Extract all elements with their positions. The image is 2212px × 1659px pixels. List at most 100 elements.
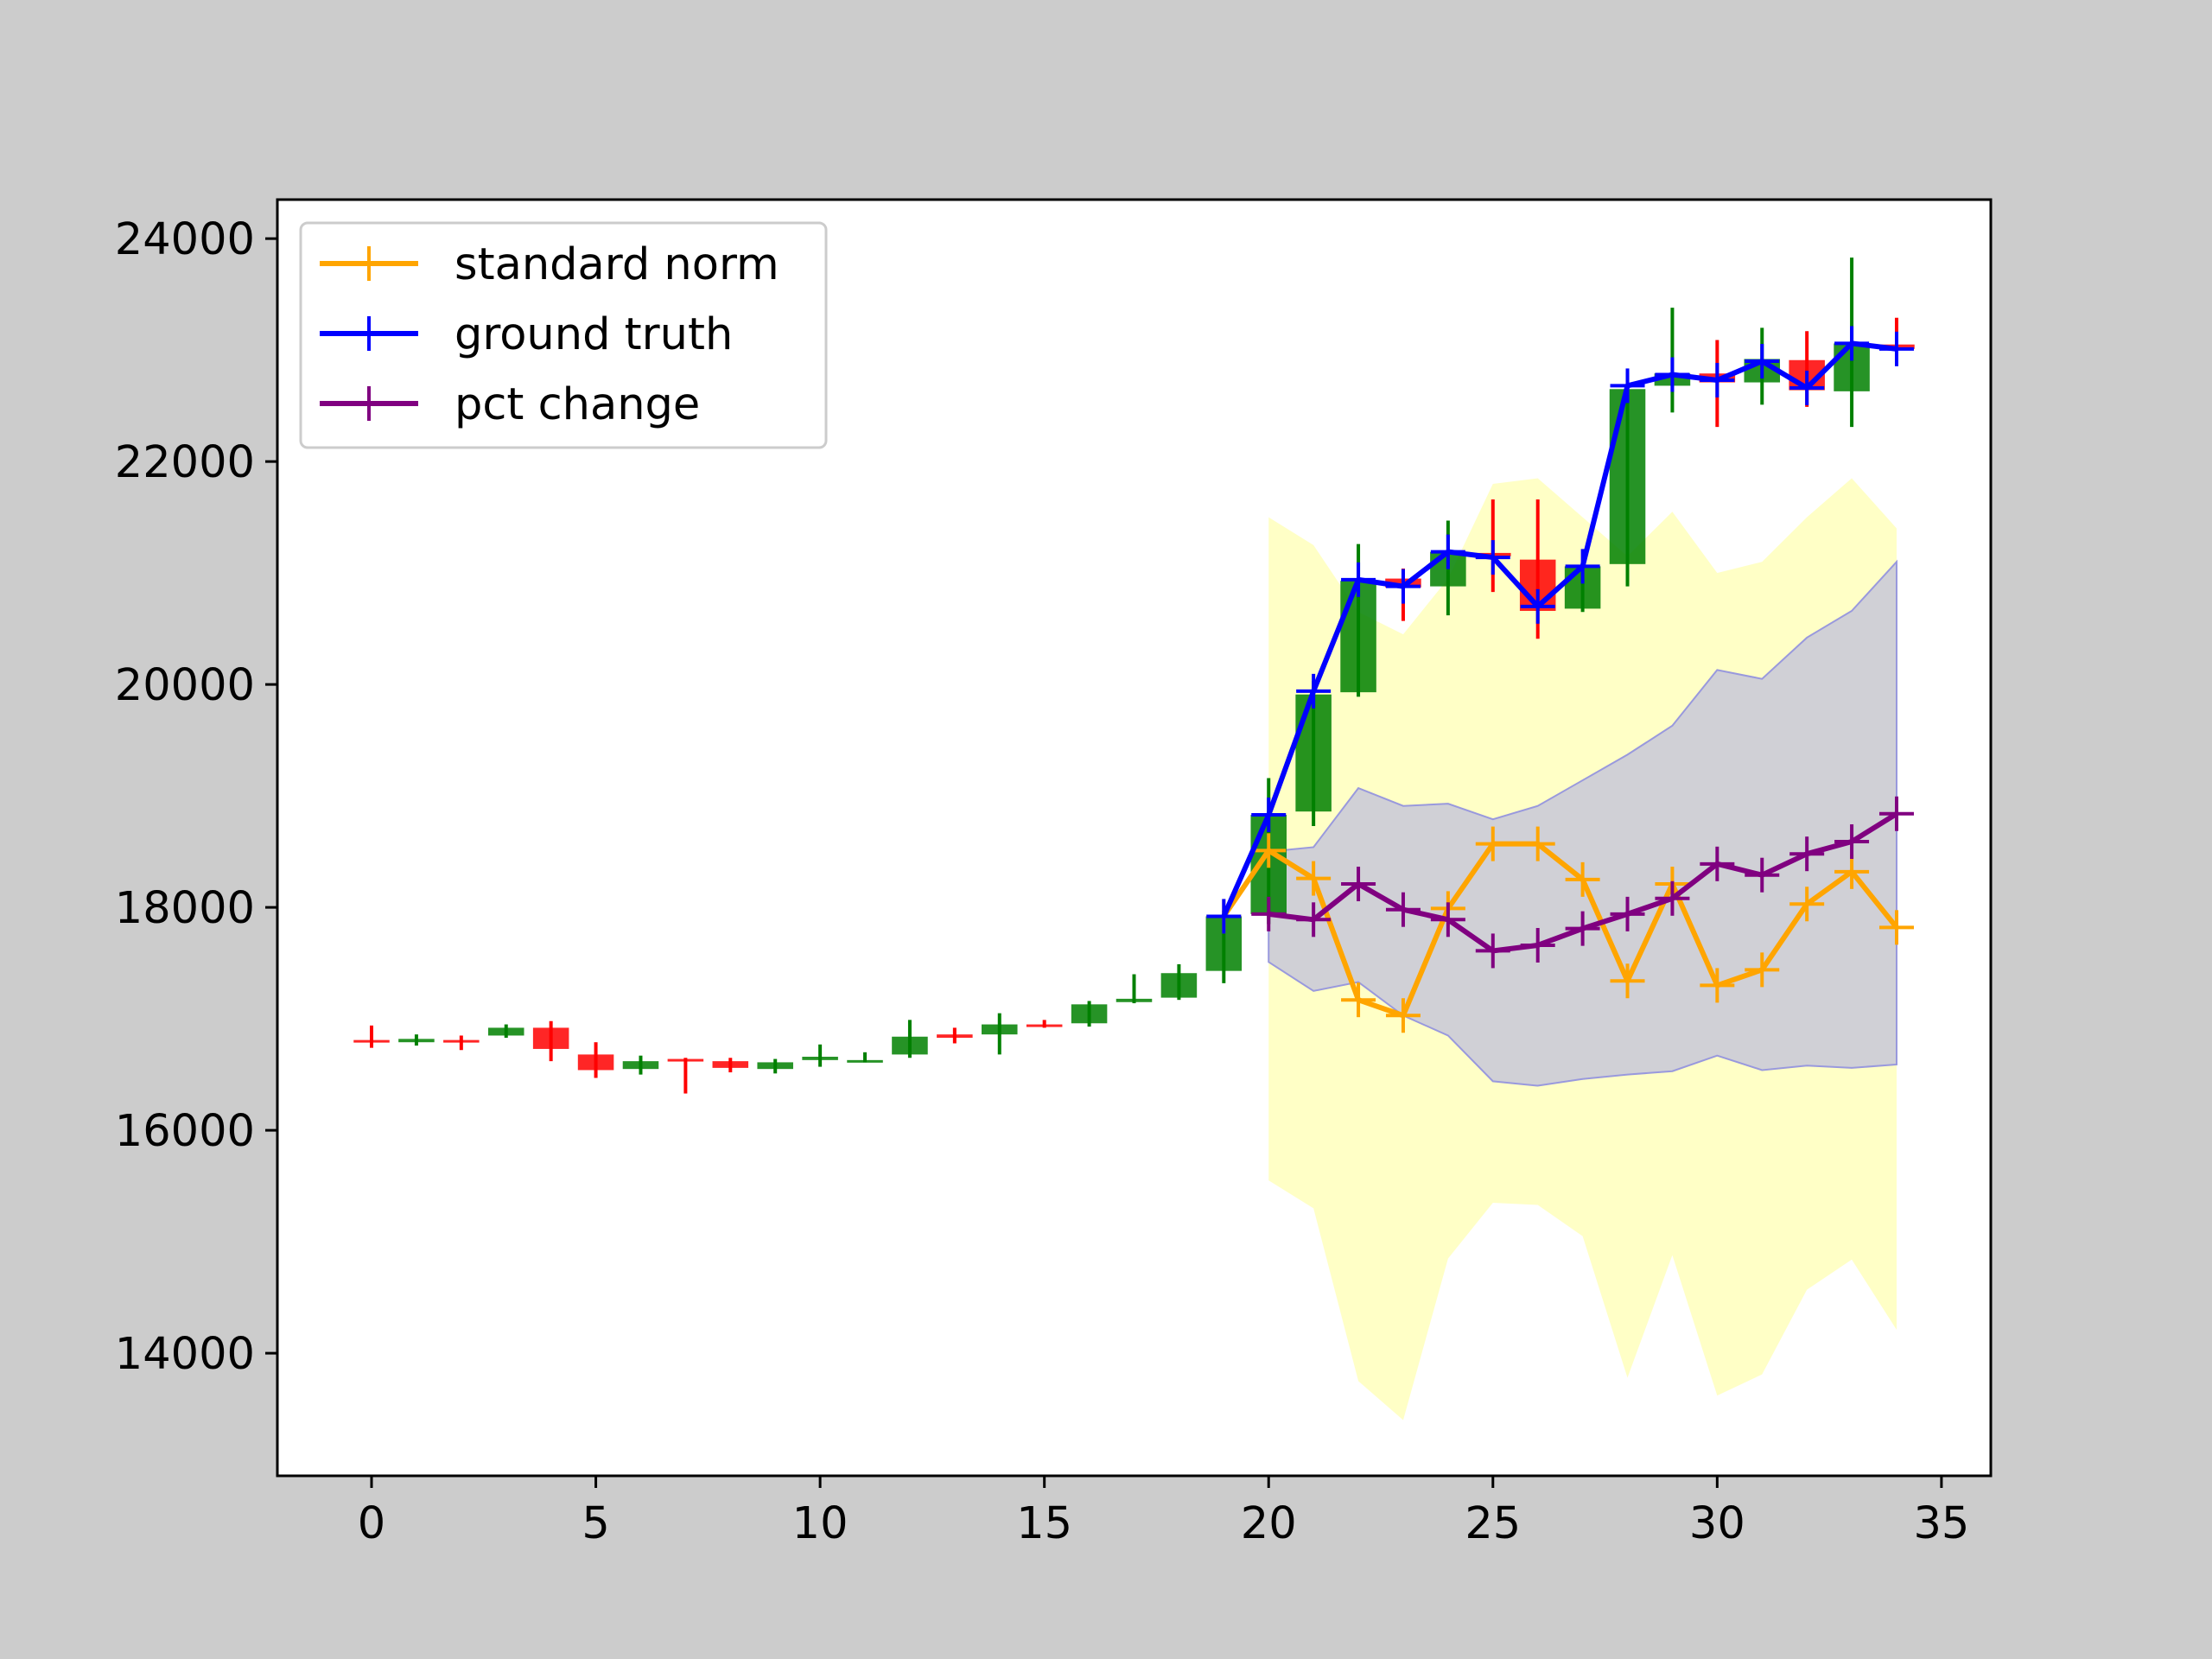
series-point [1296,861,1332,896]
candle-12 [892,1020,928,1058]
candle-body [1160,973,1198,998]
confidence-bands [1268,478,1897,1421]
candle-body [847,1059,883,1063]
series-point [1655,357,1690,392]
candle-28 [1609,372,1646,587]
series-point [1430,902,1465,938]
legend-entry-pct-change: pct change [320,379,700,430]
series-lines [1206,326,1914,1033]
legend-label: pct change [454,379,700,430]
series-point [1565,549,1600,584]
candle-13 [937,1027,973,1044]
candle-11 [847,1052,883,1063]
candle-body [532,1027,569,1049]
x-tick-label: 5 [582,1498,609,1549]
series-point [1296,902,1332,938]
candle-10 [802,1044,838,1067]
candle-16 [1071,1001,1108,1027]
candle-1 [398,1034,435,1046]
series-point [1610,368,1645,404]
y-tick-label: 20000 [115,660,255,711]
series-point [1251,833,1287,868]
candle-body [1609,389,1646,564]
x-tick-label: 30 [1689,1498,1745,1549]
series-point [1789,836,1825,872]
candle-3 [487,1024,524,1039]
y-tick-label: 16000 [115,1106,255,1157]
series-point [1430,534,1465,569]
series-point [1878,796,1914,831]
series-point [1610,963,1645,999]
candle-27 [1564,563,1601,613]
legend-entry-standard-norm: standard norm [320,239,779,290]
series-point [1520,826,1555,861]
series-point [1385,998,1421,1033]
series-point [1610,896,1645,931]
candle-body [1340,581,1376,693]
series-point [1565,911,1600,946]
series-point [1475,826,1510,861]
series-point [1565,861,1600,897]
y-tick-label: 18000 [115,883,255,934]
series-point [1700,846,1735,881]
series-point [1475,933,1510,969]
series-line [1221,841,1899,1019]
candle-4 [532,1020,569,1062]
candle-body [712,1061,749,1068]
x-tick-label: 10 [792,1498,849,1549]
x-tick-label: 0 [358,1498,385,1549]
series-ground-truth [1206,326,1914,934]
candle-5 [577,1042,614,1078]
series-point [1655,880,1690,916]
series-point [1878,331,1914,366]
candle-17 [1116,974,1153,1004]
candle-6 [622,1055,659,1075]
candle-body [577,1054,614,1071]
series-point [1341,562,1376,597]
legend: standard norm ground truth pct change [299,221,828,449]
series-point [1745,857,1780,893]
candle-body [443,1039,480,1043]
x-tick-label: 15 [1016,1498,1072,1549]
candle-body [667,1058,704,1062]
series-point [1700,968,1735,1003]
legend-label: standard norm [454,239,779,290]
candle-body [1071,1004,1108,1024]
candle-body [1116,998,1153,1002]
y-axis: 14000 16000 18000 20000 22000 24000 [115,214,277,1380]
candle-15 [1026,1020,1063,1028]
y-tick-label: 24000 [115,214,255,265]
series-point [1251,798,1287,833]
candle-body [622,1061,659,1070]
x-tick-label: 20 [1241,1498,1297,1549]
series-point [1341,867,1376,902]
band-inner [1268,559,1897,1087]
series-point [1745,344,1780,379]
candle-2 [443,1035,480,1051]
series-point [1789,887,1825,922]
candle-body [353,1039,390,1043]
candle-body [1295,694,1332,812]
series-point [1206,899,1242,934]
candle-body [1026,1024,1063,1027]
x-axis: 0 5 10 15 20 25 30 35 [358,1476,1969,1549]
series-point [1789,371,1825,406]
y-tick-label: 22000 [115,437,255,488]
legend-entry-ground-truth: ground truth [320,309,733,360]
x-tick-label: 25 [1465,1498,1521,1549]
candle-8 [712,1058,749,1073]
series-point [1745,952,1780,988]
candle-0 [353,1025,390,1048]
candle-body [398,1039,435,1043]
series-point [1700,362,1735,397]
candle-body [802,1056,838,1060]
series-point [1385,569,1421,604]
series-point [1520,927,1555,963]
series-point [1834,854,1870,889]
legend-box [299,221,828,449]
series-line [1221,340,1897,918]
candle-body [937,1034,973,1039]
series-pct-change [1251,796,1914,969]
candle-body [982,1024,1018,1035]
